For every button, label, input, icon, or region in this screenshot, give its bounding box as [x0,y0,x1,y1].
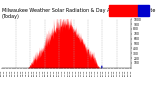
Bar [109,5,138,16]
Bar [138,5,149,16]
Text: Milwaukee Weather Solar Radiation & Day Average per Minute (Today): Milwaukee Weather Solar Radiation & Day … [2,8,155,19]
